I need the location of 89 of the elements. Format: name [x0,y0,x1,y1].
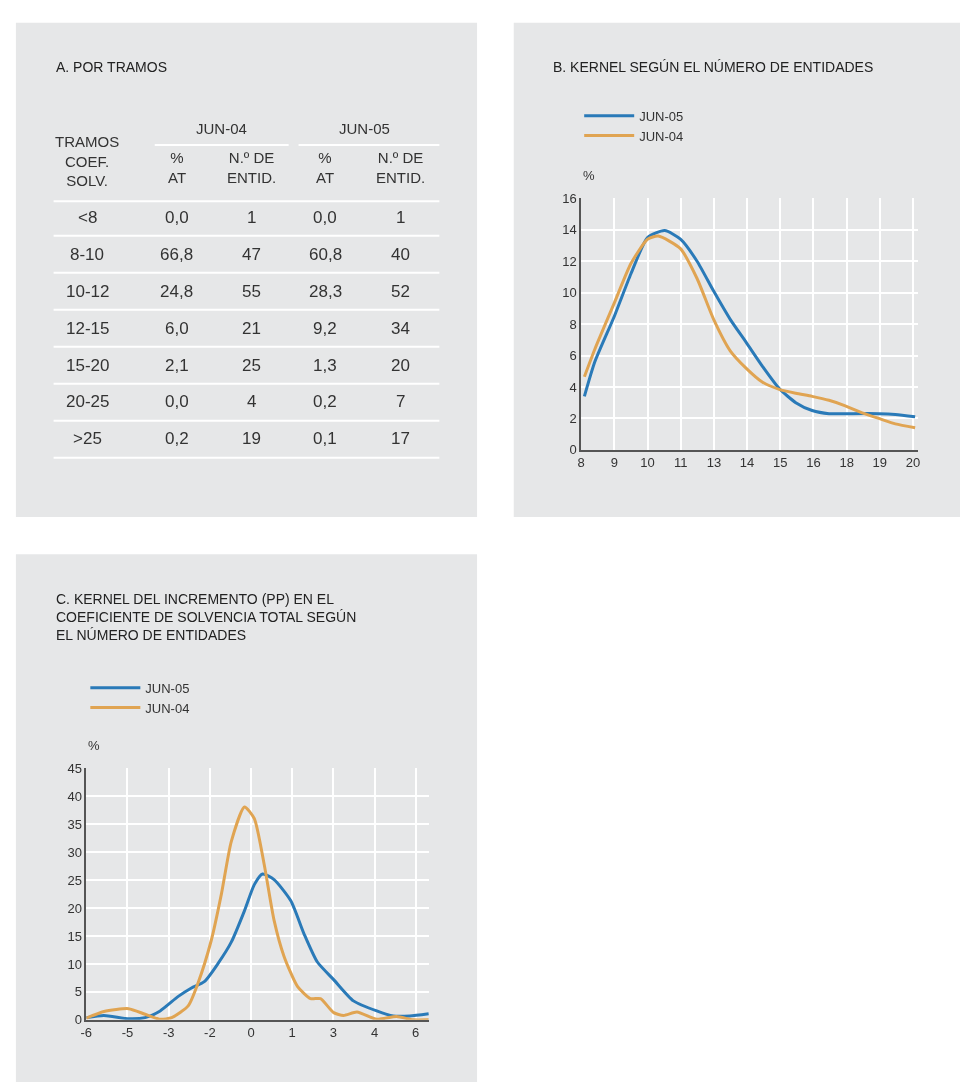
text: N.º DE ENTID. [227,149,277,186]
y-tick-label: 12 [562,253,577,269]
text: 2,1 [165,356,189,375]
legend-label: JUN-05 [639,108,684,124]
text: 34 [391,319,410,338]
text: 7 [396,392,406,411]
text: 0,0 [313,208,337,227]
text: 0,0 [165,392,189,411]
x-tick-label: -5 [121,1025,134,1041]
legend-label: JUN-04 [145,700,190,716]
text: N.º DE ENTID. [376,149,426,186]
x-tick-label: -3 [162,1025,175,1041]
text: 55 [242,282,261,301]
text: 24,8 [160,282,194,301]
text: 25 [242,356,261,375]
x-tick-label: 19 [872,455,888,471]
x-tick-label: 1 [288,1025,296,1041]
text: 0,2 [165,429,189,448]
y-tick-label: 10 [562,285,577,301]
text: 0,0 [165,208,189,227]
y-tick-label: 30 [67,844,82,860]
chart-title: B. KERNEL SEGÚN EL NÚMERO DE ENTIDADES [553,59,874,75]
x-tick-label: 6 [412,1025,420,1041]
x-tick-label: 15 [773,455,788,471]
text: JUN-05 [339,120,390,137]
text: 0,1 [313,429,337,448]
text: 4 [247,392,257,411]
text: % AT [168,149,187,186]
text: 28,3 [309,282,343,301]
x-tick-label: 10 [640,455,655,471]
y-tick-label: 45 [67,760,82,776]
chart-title: C. KERNEL DEL INCREMENTO (PP) EN EL COEFICIENTE DE SOLVENCIA TOTAL SEGÚN EL NÚMERO DE ENTIDADES [56,591,357,644]
x-tick-label: -6 [80,1025,93,1041]
text: 15-20 [66,356,110,375]
text: % AT [316,149,335,186]
text: 20-25 [66,392,110,411]
y-tick-label: 0 [74,1012,82,1028]
text: 1 [247,208,257,227]
y-tick-label: 10 [67,956,82,972]
y-tick-label: 25 [67,872,82,888]
text: 9,2 [313,319,337,338]
text: 0,2 [313,392,337,411]
x-tick-label: 20 [905,455,921,471]
text: 12-15 [66,319,110,338]
text: TRAMOS COEF. SOLV. [55,133,120,189]
text: 52 [391,282,410,301]
x-tick-label: 0 [247,1025,255,1041]
y-axis-title: % [88,738,100,753]
y-tick-label: 0 [569,442,577,458]
x-tick-label: 9 [610,455,618,471]
y-axis-title: % [583,168,595,183]
text: 10-12 [66,282,110,301]
legend-label: JUN-05 [145,680,190,696]
legend-label: JUN-04 [639,128,684,144]
x-tick-label: 13 [706,455,722,471]
text: 66,8 [160,245,194,264]
text: 6,0 [165,319,189,338]
text: 1,3 [313,356,337,375]
y-tick-label: 16 [562,190,577,206]
y-tick-label: 6 [569,348,577,364]
text: 8-10 [70,245,105,264]
text: 47 [242,245,261,264]
text: 20 [391,356,410,375]
text: 19 [242,429,261,448]
y-tick-label: 5 [74,984,82,1000]
y-tick-label: 2 [569,410,577,426]
text: 40 [391,245,410,264]
text: JUN-04 [196,120,247,137]
y-tick-label: 20 [67,900,82,916]
y-tick-label: 35 [67,816,82,832]
x-tick-label: 16 [806,455,821,471]
text: 60,8 [309,245,343,264]
x-tick-label: 14 [739,455,755,471]
text: A. POR TRAMOS [56,59,167,75]
x-tick-label: 11 [673,455,688,471]
x-tick-label: 4 [370,1025,379,1041]
text: <8 [78,208,98,227]
y-tick-label: 14 [562,222,577,238]
y-tick-label: 15 [67,928,82,944]
text: 17 [391,429,410,448]
text: 1 [396,208,406,227]
y-tick-label: 8 [569,316,577,332]
x-tick-label: -2 [204,1025,216,1041]
y-tick-label: 40 [67,788,82,804]
text: 21 [242,319,261,338]
text: >25 [73,429,102,448]
y-tick-label: 4 [569,379,577,395]
x-tick-label: 3 [329,1025,337,1041]
x-tick-label: 18 [839,455,854,471]
